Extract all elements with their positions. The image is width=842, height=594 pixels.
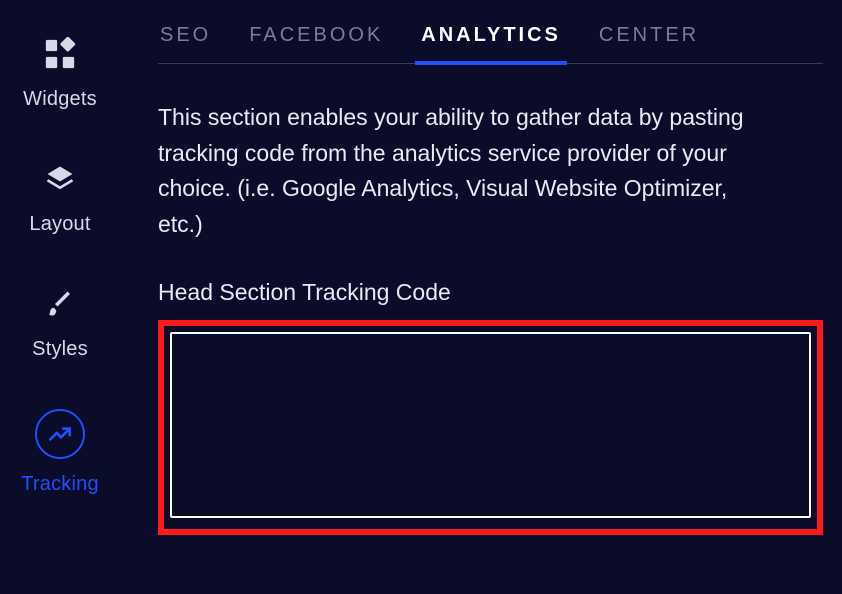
sidebar-item-tracking[interactable]: Tracking: [0, 385, 120, 520]
tabs: SEO FACEBOOK ANALYTICS CENTER: [158, 18, 823, 64]
trend-icon: [35, 409, 85, 459]
tab-seo[interactable]: SEO: [158, 18, 213, 63]
tab-center[interactable]: CENTER: [597, 18, 701, 63]
highlight-annotation: [158, 320, 823, 535]
sidebar-item-widgets[interactable]: Widgets: [0, 10, 120, 135]
brush-icon: [40, 284, 80, 324]
sidebar-item-label: Styles: [32, 338, 88, 361]
sidebar: Widgets Layout Styles Tracking: [0, 0, 120, 594]
tab-facebook[interactable]: FACEBOOK: [247, 18, 385, 63]
sidebar-item-label: Layout: [29, 213, 90, 236]
layers-icon: [40, 159, 80, 199]
analytics-description: This section enables your ability to gat…: [158, 100, 778, 243]
sidebar-item-label: Widgets: [23, 88, 97, 111]
head-tracking-label: Head Section Tracking Code: [158, 279, 823, 306]
head-tracking-code-input[interactable]: [170, 332, 811, 518]
sidebar-item-label: Tracking: [21, 473, 99, 496]
sidebar-item-styles[interactable]: Styles: [0, 260, 120, 385]
sidebar-item-layout[interactable]: Layout: [0, 135, 120, 260]
tab-analytics[interactable]: ANALYTICS: [419, 18, 563, 63]
main-panel: SEO FACEBOOK ANALYTICS CENTER This secti…: [120, 0, 842, 594]
widgets-icon: [40, 34, 80, 74]
